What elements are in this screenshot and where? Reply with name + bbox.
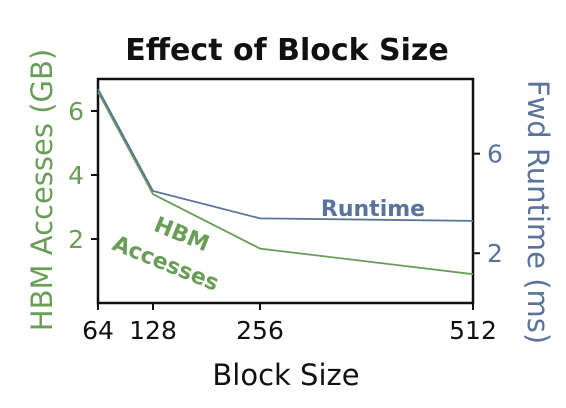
- plot-frame: [96, 77, 475, 305]
- x-tick-label: 256: [236, 316, 284, 345]
- left-y-axis-label: HBM Accesses (GB): [25, 49, 59, 331]
- left-y-tick-label: 2: [68, 225, 84, 254]
- right-y-tick-label: 6: [487, 140, 503, 169]
- x-axis-label: Block Size: [212, 358, 359, 392]
- right-y-tick-label: 2: [487, 239, 503, 268]
- x-tick-label: 64: [82, 316, 114, 345]
- x-tick-label: 128: [129, 316, 177, 345]
- left-y-tick-label: 4: [68, 161, 84, 190]
- series-line-hbm-accesses: [97, 91, 474, 276]
- left-y-tick-label: 6: [68, 97, 84, 126]
- series-line-runtime: [97, 88, 474, 222]
- right-y-axis-label: Fwd Runtime (ms): [521, 80, 555, 344]
- annotation-runtime: Runtime: [321, 197, 425, 222]
- chart-title: Effect of Block Size: [125, 33, 448, 68]
- x-tick-label: 512: [449, 316, 497, 345]
